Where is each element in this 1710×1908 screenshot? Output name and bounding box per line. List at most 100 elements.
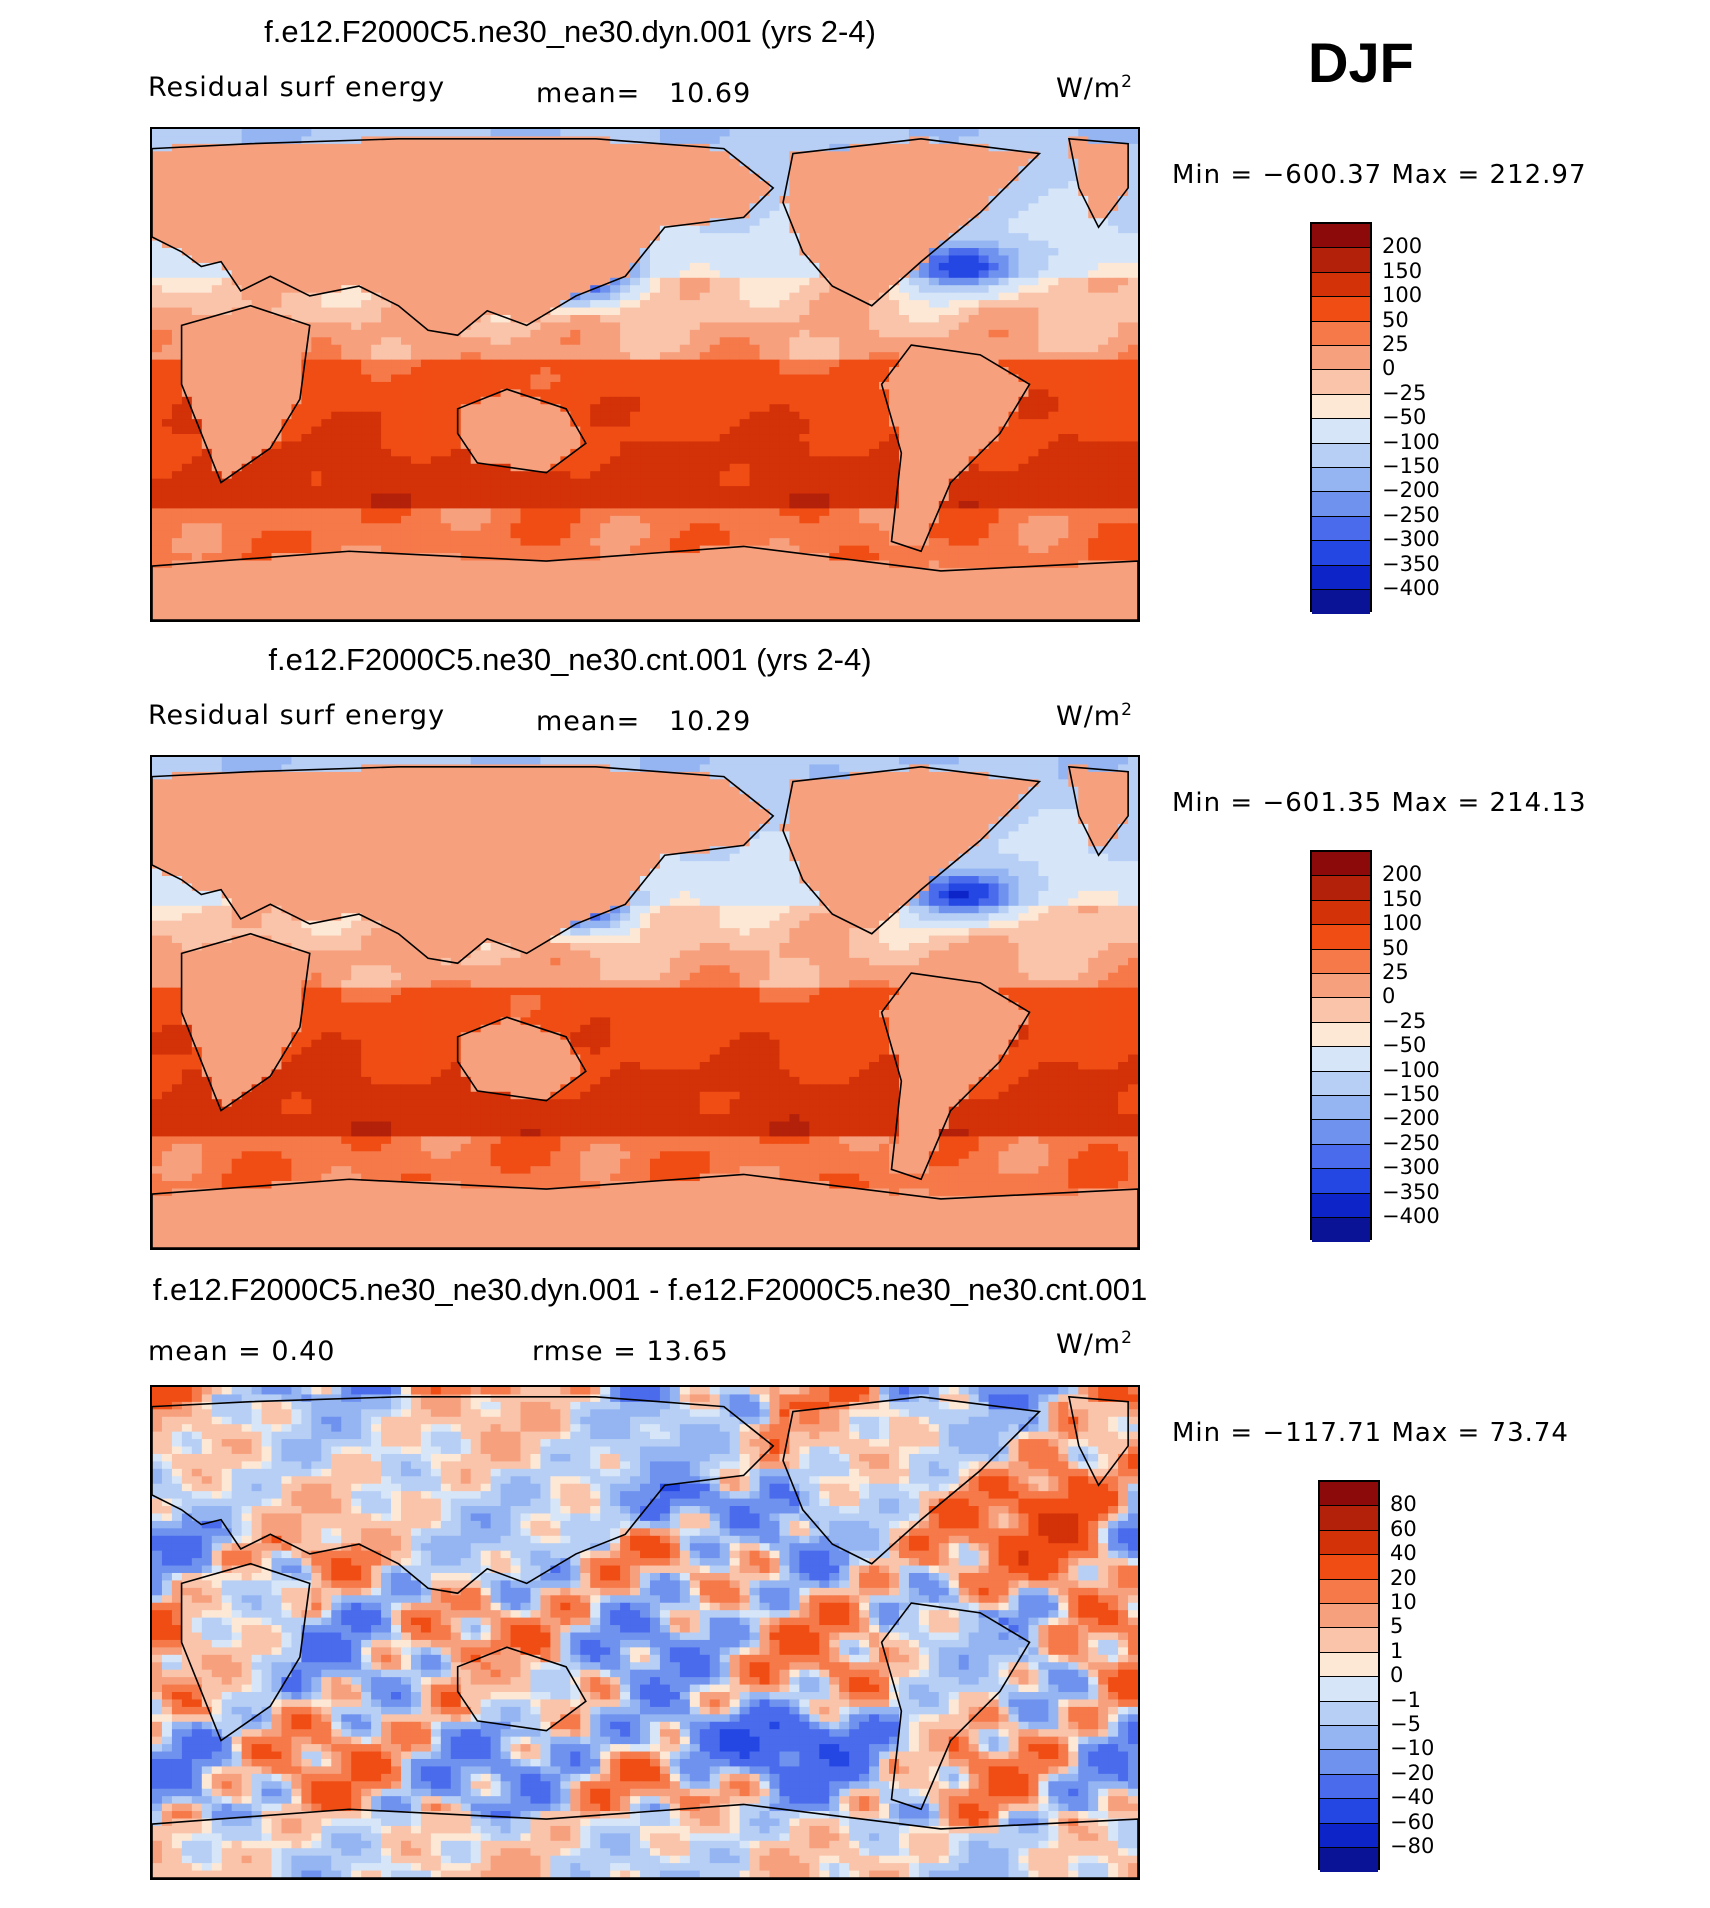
field-cell [839, 285, 850, 294]
field-cell [968, 359, 980, 368]
field-cell [1058, 344, 1069, 353]
field-cell [1078, 419, 1089, 428]
field-cell [869, 151, 880, 160]
field-cell [440, 129, 452, 138]
field-cell [1018, 233, 1030, 242]
field-cell [679, 151, 691, 160]
field-cell [978, 143, 990, 152]
field-cell [410, 255, 422, 264]
field-cell [928, 277, 940, 286]
field-cell [221, 374, 233, 383]
field-cell [928, 129, 940, 138]
field-cell [500, 292, 512, 301]
field-cell [779, 411, 791, 420]
field-cell [630, 359, 641, 368]
field-cell [918, 322, 930, 331]
field-cell [152, 471, 163, 480]
field-cell [1028, 411, 1040, 420]
field-cell [510, 352, 522, 361]
field-cell [530, 292, 542, 301]
field-cell [391, 248, 402, 257]
field-cell [480, 300, 492, 309]
field-cell [1098, 210, 1109, 219]
field-cell [1128, 285, 1138, 294]
field-cell [221, 158, 233, 167]
field-cell [610, 359, 621, 368]
field-cell [580, 225, 591, 234]
field-cell [630, 441, 641, 450]
field-cell [640, 203, 651, 212]
field-cell [819, 255, 830, 264]
field-cell [1078, 396, 1089, 405]
field-cell [600, 367, 611, 376]
field-cell [709, 456, 721, 465]
field-cell [381, 203, 392, 212]
field-cell [699, 285, 711, 294]
field-cell [430, 262, 442, 271]
field-cell [450, 188, 462, 197]
field-cell [1118, 285, 1129, 294]
field-cell [301, 493, 312, 502]
field-cell [391, 500, 402, 510]
field-cell [679, 381, 691, 390]
field-cell [351, 396, 362, 405]
field-cell [978, 210, 990, 219]
field-cell [819, 456, 830, 465]
field-cell [889, 240, 900, 249]
field-cell [978, 419, 990, 428]
field-cell [171, 396, 183, 405]
field-cell [221, 389, 233, 398]
field-cell [540, 225, 551, 234]
field-cell [440, 471, 452, 480]
field-cell [829, 262, 840, 271]
field-cell [470, 419, 482, 428]
field-cell [570, 210, 581, 219]
field-cell [221, 441, 233, 450]
field-cell [659, 233, 671, 242]
field-cell [600, 374, 611, 383]
field-cell [480, 441, 492, 450]
field-cell [1128, 314, 1138, 324]
field-cell [410, 367, 422, 376]
field-cell [470, 493, 482, 502]
field-cell [1008, 337, 1020, 346]
field-cell [829, 151, 840, 160]
field-cell [1088, 463, 1099, 472]
field-cell [530, 352, 542, 361]
field-cell [649, 151, 661, 160]
field-cell [590, 166, 601, 175]
field-cell [152, 389, 163, 398]
field-cell [689, 419, 701, 428]
field-cell [440, 441, 452, 450]
field-cell [610, 255, 621, 264]
field-cell [889, 262, 900, 271]
field-cell [849, 389, 860, 398]
field-cell [1128, 381, 1138, 390]
field-cell [879, 434, 890, 443]
field-cell [470, 314, 482, 324]
field-cell [679, 463, 691, 472]
field-cell [829, 322, 840, 331]
field-cell [859, 166, 870, 175]
field-cell [430, 188, 442, 197]
field-cell [709, 158, 721, 167]
field-cell [898, 307, 910, 316]
field-cell [948, 292, 960, 301]
field-cell [191, 292, 203, 301]
field-cell [839, 218, 850, 227]
field-cell [859, 136, 870, 145]
field-cell [630, 248, 641, 257]
field-cell [938, 307, 950, 316]
field-cell [829, 195, 840, 204]
field-cell [928, 166, 940, 175]
field-cell [1088, 434, 1099, 443]
field-cell [669, 240, 681, 249]
field-cell [739, 426, 751, 435]
field-cell [550, 203, 561, 212]
field-cell [201, 337, 213, 346]
field-cell [460, 166, 472, 175]
field-cell [729, 471, 741, 480]
field-cell [550, 411, 561, 420]
field-cell [400, 300, 412, 309]
field-cell [211, 411, 223, 420]
